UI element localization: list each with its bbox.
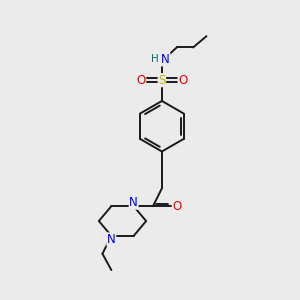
Text: O: O <box>173 200 182 213</box>
Text: N: N <box>129 196 138 209</box>
Text: N: N <box>161 53 170 66</box>
Text: O: O <box>178 74 187 87</box>
Text: S: S <box>158 74 166 87</box>
Text: H: H <box>152 54 159 64</box>
Text: N: N <box>107 233 116 246</box>
Text: O: O <box>136 74 146 87</box>
